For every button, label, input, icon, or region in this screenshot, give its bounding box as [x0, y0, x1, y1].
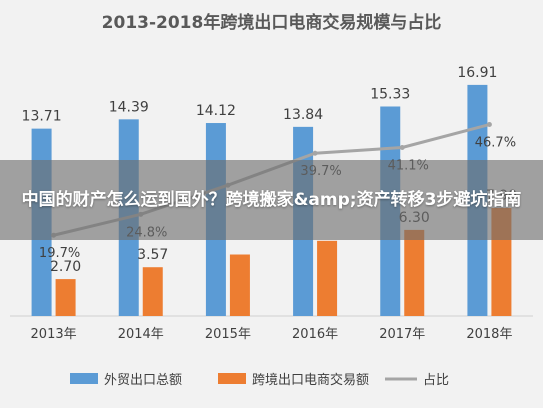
- data-label: 14.12: [196, 103, 236, 119]
- bar-ecommerce-0: [55, 279, 76, 316]
- legend-label: 占比: [423, 373, 449, 388]
- overlay-banner[interactable]: 中国的财产怎么运到国外？跨境搬家&amp;资产转移3步避坑指南: [0, 160, 543, 240]
- share-point: [312, 150, 318, 156]
- data-label: 13.84: [283, 107, 323, 123]
- x-tick-label: 2013年: [31, 327, 77, 342]
- bar-ecommerce-1: [142, 267, 163, 316]
- x-tick-label: 2014年: [118, 327, 164, 342]
- data-label: 15.33: [370, 86, 410, 102]
- legend-label: 跨境出口电商交易额: [252, 372, 369, 388]
- legend-label: 外贸出口总额: [104, 373, 182, 388]
- bar-ecommerce-2: [229, 254, 250, 316]
- data-label: 3.57: [137, 247, 168, 263]
- x-tick-label: 2018年: [466, 327, 512, 342]
- data-label: 2.70: [50, 259, 81, 275]
- share-point: [486, 122, 492, 128]
- x-tick-label: 2016年: [292, 327, 338, 342]
- bar-ecommerce-3: [317, 240, 338, 316]
- overlay-headline[interactable]: 中国的财产怎么运到国外？跨境搬家&amp;资产转移3步避坑指南: [21, 190, 522, 210]
- data-label: 13.71: [22, 109, 62, 125]
- share-point: [399, 144, 405, 150]
- x-tick-label: 2017年: [379, 327, 425, 342]
- bar-ecommerce-4: [404, 229, 425, 316]
- legend-swatch: [70, 373, 98, 384]
- share-label: 19.7%: [39, 246, 80, 261]
- data-label: 16.91: [457, 65, 497, 81]
- legend-swatch: [218, 373, 246, 384]
- x-tick-label: 2015年: [205, 327, 251, 342]
- chart-title: 2013-2018年跨境出口电商交易规模与占比: [101, 13, 442, 33]
- share-label: 46.7%: [475, 136, 516, 151]
- data-label: 14.39: [109, 99, 149, 115]
